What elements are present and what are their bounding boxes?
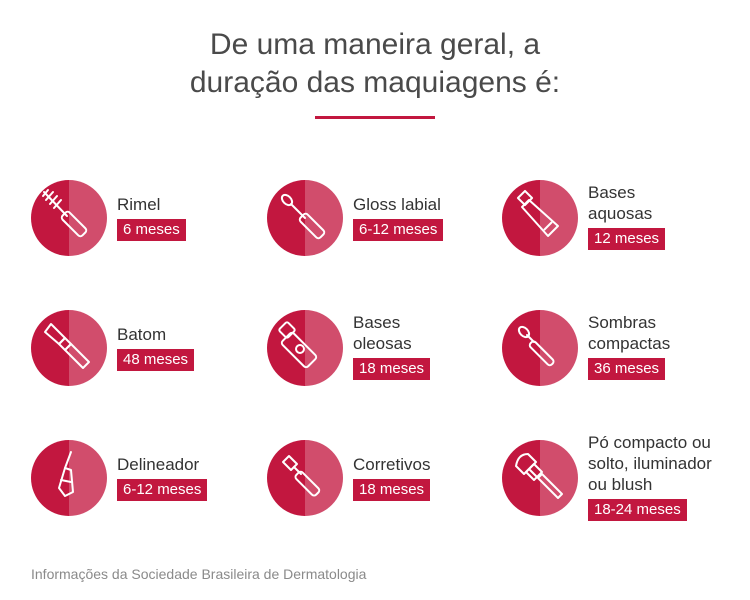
item-label: Batom (117, 325, 167, 344)
item-gloss-labial: Gloss labial 6-12 meses (267, 180, 497, 270)
item-bases-oleosas: Bases oleosas 18 meses (267, 310, 497, 400)
item-label: Pó compacto ou solto, iluminador ou blush (588, 433, 712, 494)
duration-badge: 36 meses (588, 358, 666, 380)
lipstick-icon (31, 310, 107, 386)
item-label: Rimel (117, 195, 161, 214)
title-line-1: De uma maneira geral, a (209, 28, 541, 61)
item-label: Corretivos (353, 455, 431, 474)
duration-badge: 18 meses (353, 358, 431, 380)
item-corretivos: Corretivos 18 meses (267, 440, 497, 530)
item-delineador: Delineador 6-12 meses (31, 440, 261, 530)
source-footer: Informações da Sociedade Brasileira de D… (31, 566, 367, 582)
duration-badge: 6-12 meses (353, 219, 444, 241)
item-label: Bases oleosas (353, 313, 412, 353)
duration-badge: 6-12 meses (117, 479, 208, 501)
eyeliner-icon (31, 440, 107, 516)
item-bases-aquosas: Bases aquosas 12 meses (502, 180, 732, 270)
foundation-tube-icon (502, 180, 578, 256)
item-label: Gloss labial (353, 195, 441, 214)
item-po-compacto: Pó compacto ou solto, iluminador ou blush … (502, 433, 732, 530)
powder-brush-icon (502, 440, 578, 516)
title-divider (315, 116, 435, 119)
item-label: Bases aquosas (588, 183, 653, 223)
mascara-icon (31, 180, 107, 256)
lip-gloss-icon (267, 180, 343, 256)
item-batom: Batom 48 meses (31, 310, 261, 400)
title-line-2: duração das maquiagens é: (189, 66, 561, 99)
item-label: Sombras compactas (588, 313, 671, 353)
concealer-icon (267, 440, 343, 516)
item-rimel: Rimel 6 meses (31, 180, 261, 270)
duration-badge: 18 meses (353, 479, 431, 501)
eyeshadow-applicator-icon (502, 310, 578, 386)
page-title: De uma maneira geral, a duração das maqu… (0, 26, 750, 102)
duration-badge: 6 meses (117, 219, 186, 241)
duration-badge: 18-24 meses (588, 499, 687, 521)
foundation-bottle-icon (267, 310, 343, 386)
duration-badge: 48 meses (117, 349, 195, 371)
item-sombras-compactas: Sombras compactas 36 meses (502, 310, 732, 400)
item-label: Delineador (117, 455, 200, 474)
duration-badge: 12 meses (588, 228, 666, 250)
